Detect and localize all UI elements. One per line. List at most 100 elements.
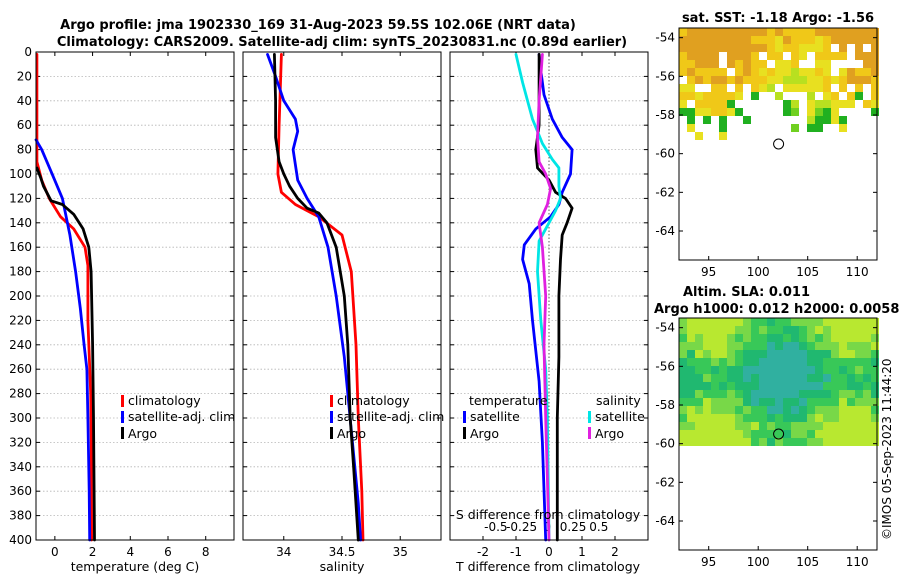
map-cell: [679, 92, 687, 100]
map-cell: [719, 108, 727, 116]
map-cell: [807, 430, 815, 438]
map-cell: [839, 76, 847, 84]
map-cell: [855, 350, 863, 358]
map-cell: [687, 116, 695, 124]
map-cell: [751, 350, 759, 358]
map-cell: [815, 366, 823, 374]
map-cell: [823, 398, 831, 406]
map-cell: [727, 390, 735, 398]
map-cell: [799, 414, 807, 422]
map-cell: [823, 76, 831, 84]
map-cell: [871, 76, 879, 84]
map-cell: [679, 422, 687, 430]
map-cell: [815, 438, 823, 446]
map-cell: [679, 44, 687, 52]
legend-label-s-satellite: satellite: [595, 409, 645, 424]
map-cell: [807, 68, 815, 76]
map-cell: [719, 406, 727, 414]
map-cell: [775, 334, 783, 342]
map-cell: [695, 92, 703, 100]
map-cell: [679, 60, 687, 68]
map-cell: [727, 326, 735, 334]
map-cell: [719, 116, 727, 124]
map-cell: [863, 100, 871, 108]
map-cell: [735, 382, 743, 390]
y-tick-label: -58: [655, 398, 675, 412]
map-cell: [823, 350, 831, 358]
map-cell: [719, 438, 727, 446]
map-cell: [831, 430, 839, 438]
map-cell: [783, 60, 791, 68]
y-tick-label: -62: [655, 185, 675, 199]
map-frame: [678, 27, 878, 261]
map-cell: [839, 100, 847, 108]
map-cell: [855, 342, 863, 350]
map-cell: [711, 326, 719, 334]
map-cell: [847, 366, 855, 374]
map-cell: [807, 92, 815, 100]
map-cell: [815, 36, 823, 44]
map-cell: [839, 366, 847, 374]
map-cell: [871, 406, 879, 414]
series-line-satellite-adj-clim: [34, 138, 92, 542]
map-cell: [703, 366, 711, 374]
sla-map-title-line2: Argo h1000: 0.012 h2000: 0.0058: [654, 302, 899, 317]
x-tick-label: 1: [578, 545, 586, 559]
map-cell: [871, 68, 879, 76]
map-cell: [783, 382, 791, 390]
map-cell: [855, 438, 863, 446]
legend-label-argo: Argo: [337, 426, 366, 441]
map-cell: [815, 430, 823, 438]
map-cell: [703, 398, 711, 406]
map-cell: [767, 334, 775, 342]
map-cell: [775, 374, 783, 382]
map-cell: [839, 318, 847, 326]
map-cell: [679, 326, 687, 334]
map-cell: [831, 382, 839, 390]
figure-title-line1: Argo profile: jma 1902330_169 31-Aug-202…: [60, 18, 576, 33]
map-cell: [831, 334, 839, 342]
map-cell: [823, 358, 831, 366]
map-cell: [855, 358, 863, 366]
map-cell: [775, 44, 783, 52]
map-cell: [759, 342, 767, 350]
map-cell: [719, 318, 727, 326]
map-cell: [695, 422, 703, 430]
map-cell: [751, 318, 759, 326]
map-cell: [759, 358, 767, 366]
map-cell: [735, 350, 743, 358]
map-cell: [847, 358, 855, 366]
x-tick-label: 0: [545, 545, 553, 559]
y-tick-label: -64: [655, 224, 675, 238]
map-cell: [735, 52, 743, 60]
map-cell: [775, 92, 783, 100]
map-cell: [751, 374, 759, 382]
map-cell: [711, 84, 719, 92]
map-cell: [791, 438, 799, 446]
map-cell: [831, 358, 839, 366]
legend-label-satellite: satellite-adj. clim: [128, 409, 235, 424]
y-tick-label: 240: [9, 338, 32, 352]
map-cell: [863, 422, 871, 430]
map-cell: [775, 76, 783, 84]
map-cell: [679, 334, 687, 342]
y-tick-label: 260: [9, 362, 32, 376]
map-cell: [743, 366, 751, 374]
map-cell: [871, 36, 879, 44]
map-cell: [815, 342, 823, 350]
map-cell: [743, 398, 751, 406]
map-cell: [783, 84, 791, 92]
map-cell: [727, 350, 735, 358]
map-cell: [687, 44, 695, 52]
map-cell: [831, 108, 839, 116]
series-line-climatology: [35, 53, 93, 542]
legend-label-argo: Argo: [128, 426, 157, 441]
map-cell: [679, 28, 687, 36]
map-cell: [703, 28, 711, 36]
map-cell: [695, 342, 703, 350]
map-cell: [687, 36, 695, 44]
map-cell: [839, 350, 847, 358]
map-cell: [839, 414, 847, 422]
map-cell: [743, 350, 751, 358]
